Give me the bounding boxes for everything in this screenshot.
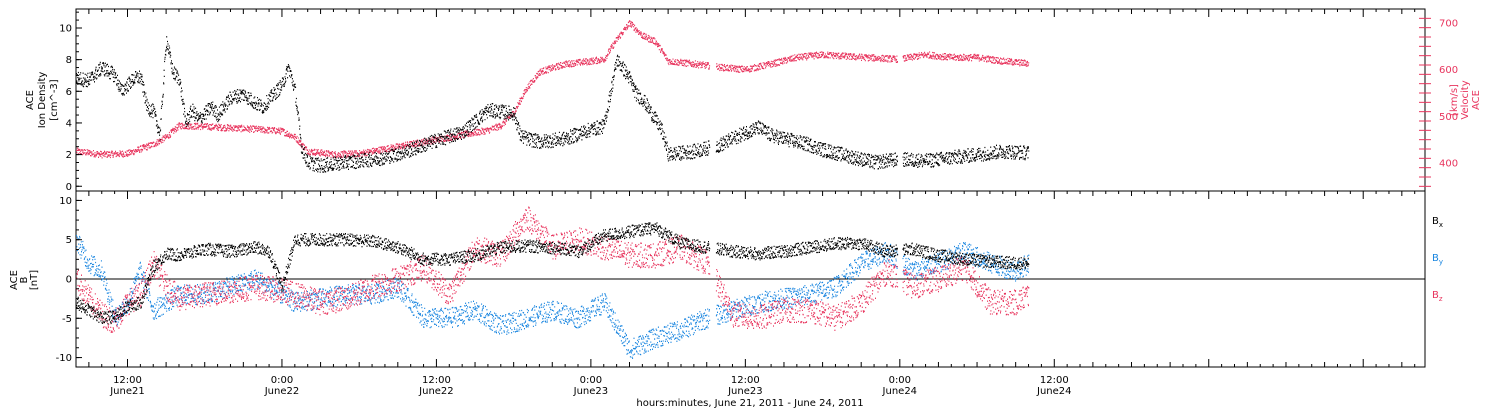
- panel1-right-axis: 400 500 600 700: [1419, 17, 1458, 187]
- x-tick-date: June23: [573, 386, 609, 397]
- y-tick-label: -10: [56, 353, 72, 364]
- ion-density-points: [76, 36, 1030, 173]
- y-tick-label: 10: [59, 23, 72, 34]
- legend-by: By: [1432, 253, 1443, 266]
- y-tick-label: 8: [66, 55, 72, 66]
- legend-bx: Bx: [1432, 216, 1443, 229]
- x-tick-date: June24: [882, 386, 918, 397]
- x-tick-time: 12:00: [1040, 375, 1069, 386]
- x-tick-time: 12:00: [113, 375, 142, 386]
- panel1-left-axis: 0 2 4 6 8 10: [59, 11, 82, 193]
- panel1-frame: [75, 8, 1426, 192]
- panel2-ylabel-line2: B: [19, 276, 30, 283]
- bz-points: [76, 206, 1030, 333]
- legend-bz: Bz: [1432, 290, 1443, 303]
- y-tick-label: -5: [62, 314, 72, 325]
- y-tick-label: 4: [66, 118, 72, 129]
- panel1-ylabel-line1: ACE: [25, 90, 36, 110]
- x-tick-time: 0:00: [271, 375, 293, 386]
- panel2-data: [76, 206, 1030, 360]
- panel2-ylabel-line3: [nT]: [29, 270, 40, 290]
- x-tick-date: June23: [727, 386, 763, 397]
- y-tick-label: 6: [66, 87, 72, 98]
- y-tick-label: 5: [66, 235, 72, 246]
- panel1-y2label-line3: [km/s]: [1449, 84, 1460, 116]
- velocity-points: [76, 20, 1030, 159]
- panel1-ylabel-line2: Ion Density: [37, 72, 48, 129]
- y2-tick-label: 700: [1439, 19, 1458, 30]
- y-tick-label: 10: [59, 196, 72, 207]
- x-tick-time: 0:00: [580, 375, 602, 386]
- x-tick-date: June21: [109, 386, 145, 397]
- panel2-ylabel-line1: ACE: [9, 270, 20, 290]
- by-points: [76, 234, 1030, 360]
- x-tick-time: 12:00: [731, 375, 760, 386]
- y2-tick-label: 500: [1439, 112, 1458, 123]
- panel1-ylabel-line3: [cm^-3]: [49, 79, 60, 120]
- panel2-left-axis: -10 -5 0 5 10: [56, 196, 82, 364]
- panel1-data: [76, 20, 1030, 173]
- y-tick-label: 2: [66, 150, 72, 161]
- legend: Bx By Bz: [1432, 216, 1443, 303]
- x-tick-time: 0:00: [889, 375, 911, 386]
- x-tick-time: 12:00: [422, 375, 451, 386]
- x-axis: 12:00June210:00June2212:00June220:00June…: [88, 9, 1416, 397]
- x-tick-date: June24: [1036, 386, 1072, 397]
- y2-tick-label: 600: [1439, 65, 1458, 76]
- y-tick-label: 0: [66, 275, 72, 286]
- x-tick-date: June22: [264, 386, 300, 397]
- x-axis-title: hours:minutes, June 21, 2011 - June 24, …: [636, 398, 863, 409]
- y-tick-label: 0: [66, 182, 72, 193]
- panel1-y2label-line1: ACE: [1471, 90, 1482, 110]
- x-tick-date: June22: [418, 386, 454, 397]
- y2-tick-label: 400: [1439, 159, 1458, 170]
- panel-ion-density-velocity: 0 2 4 6 8 10 400 500 600 700 ACE Ion Density [cm…: [25, 8, 1482, 193]
- bx-points: [76, 222, 1030, 325]
- panel1-y2label-line2: Velocity: [1460, 80, 1471, 119]
